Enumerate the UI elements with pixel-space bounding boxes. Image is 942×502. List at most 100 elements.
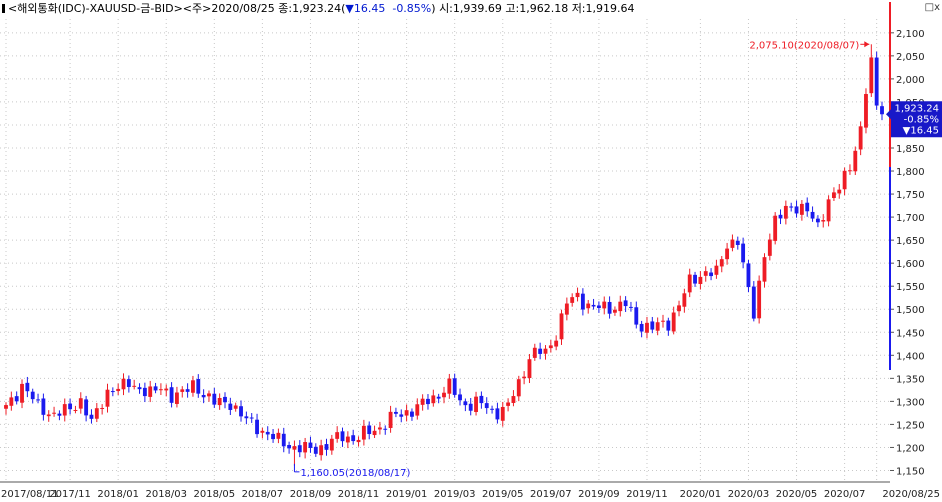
x-tick-label: 2020/08/25 [882, 489, 940, 500]
candle-body [463, 401, 468, 406]
candle-body [805, 202, 810, 212]
candle-body [185, 389, 190, 392]
candle-body [516, 379, 521, 397]
window-control-icons[interactable]: □ⅹ [924, 2, 940, 13]
candle-body [239, 406, 243, 417]
candle-body [100, 407, 105, 410]
candle-body [821, 220, 826, 222]
y-tick-label: 2,050 [896, 52, 925, 63]
candle-body [629, 306, 633, 308]
candle-body [158, 389, 163, 391]
candle-body [287, 444, 292, 449]
y-tick-label: 1,350 [896, 374, 925, 385]
candle-body [126, 379, 131, 387]
candle-body [714, 265, 719, 275]
candle-body [506, 402, 511, 406]
candle-body [110, 391, 115, 393]
candle-body [548, 345, 553, 349]
candle-body [794, 206, 799, 214]
candle-body [559, 313, 564, 340]
candle-body [142, 387, 147, 397]
candle-body [655, 322, 660, 331]
price-box-pct: -0.85% [904, 114, 939, 125]
header-marker [2, 4, 5, 13]
candle-body [394, 411, 398, 414]
candle-body [78, 398, 83, 409]
x-tick-label: 2019/01 [386, 489, 428, 500]
candle-body [319, 445, 324, 456]
candle-body [180, 389, 185, 392]
candle-body [361, 425, 366, 440]
header-symbol: <해외통화(IDC)-XAUUSD-금-BID> [8, 2, 183, 15]
candle-body [132, 385, 137, 387]
candle-body [89, 414, 94, 419]
y-tick-label: 1,600 [896, 259, 925, 270]
candle-body [783, 205, 788, 219]
y-tick-label: 1,150 [896, 466, 925, 477]
candle-body [46, 414, 51, 417]
candle-body [458, 394, 462, 401]
candle-body [297, 445, 302, 453]
candle-body [767, 239, 772, 256]
candle-body [799, 203, 804, 215]
candle-body [196, 378, 201, 394]
x-tick-label: 2018/11 [338, 489, 380, 500]
y-tick-label: 1,400 [896, 351, 925, 362]
candle-body [351, 435, 356, 442]
candle-body [751, 286, 756, 319]
candle-body [511, 396, 516, 403]
candle-body [324, 444, 329, 450]
candle-body [153, 386, 158, 391]
candle-body [682, 293, 687, 307]
candle-body [853, 150, 858, 172]
candle-body [303, 442, 308, 453]
candle-body [62, 404, 67, 416]
header-date: 2020/08/25 [211, 2, 275, 15]
header-high-label: 고: [505, 2, 520, 15]
candle-body [789, 206, 794, 208]
candle-body [495, 408, 500, 420]
candle-body [191, 380, 195, 393]
high-annotation-label: 2,075.10(2020/08/07) [749, 40, 859, 51]
x-tick-label: 2018/09 [290, 489, 332, 500]
candle-body [292, 446, 297, 450]
y-tick-label: 1,850 [896, 144, 925, 155]
candle-body [671, 312, 676, 332]
candle-body [762, 257, 767, 282]
header-period: <주> [182, 2, 212, 15]
candle-body [447, 378, 452, 394]
candle-body [223, 396, 227, 403]
candle-body [725, 248, 730, 260]
candle-body [538, 348, 543, 354]
candle-body [169, 387, 174, 403]
candle-body [345, 436, 350, 443]
candle-body [623, 300, 628, 307]
candle-body [105, 389, 110, 407]
candle-body [335, 432, 340, 439]
candle-body [175, 392, 179, 404]
candle-body [570, 297, 575, 303]
candle-body [244, 416, 249, 419]
header-change-pct: -0.85% [392, 2, 432, 15]
candle-body [741, 243, 746, 263]
candle-body [709, 272, 713, 277]
candle-body [666, 320, 671, 331]
y-tick-label: 1,800 [896, 167, 925, 178]
candle-body [265, 431, 270, 435]
candle-body [591, 304, 596, 307]
candle-body [730, 239, 735, 248]
candle-body [719, 259, 724, 267]
x-tick-label: 2018/03 [145, 489, 187, 500]
header-open-label: 시: [439, 2, 453, 15]
candle-body [4, 405, 8, 409]
header-close-label: 종: [278, 2, 293, 15]
candle-body [442, 392, 446, 398]
candle-body [490, 408, 494, 410]
candle-body [372, 430, 377, 436]
candle-body [313, 446, 318, 454]
candle-body [837, 189, 842, 194]
candle-body [522, 376, 527, 379]
candle-body [308, 442, 313, 448]
